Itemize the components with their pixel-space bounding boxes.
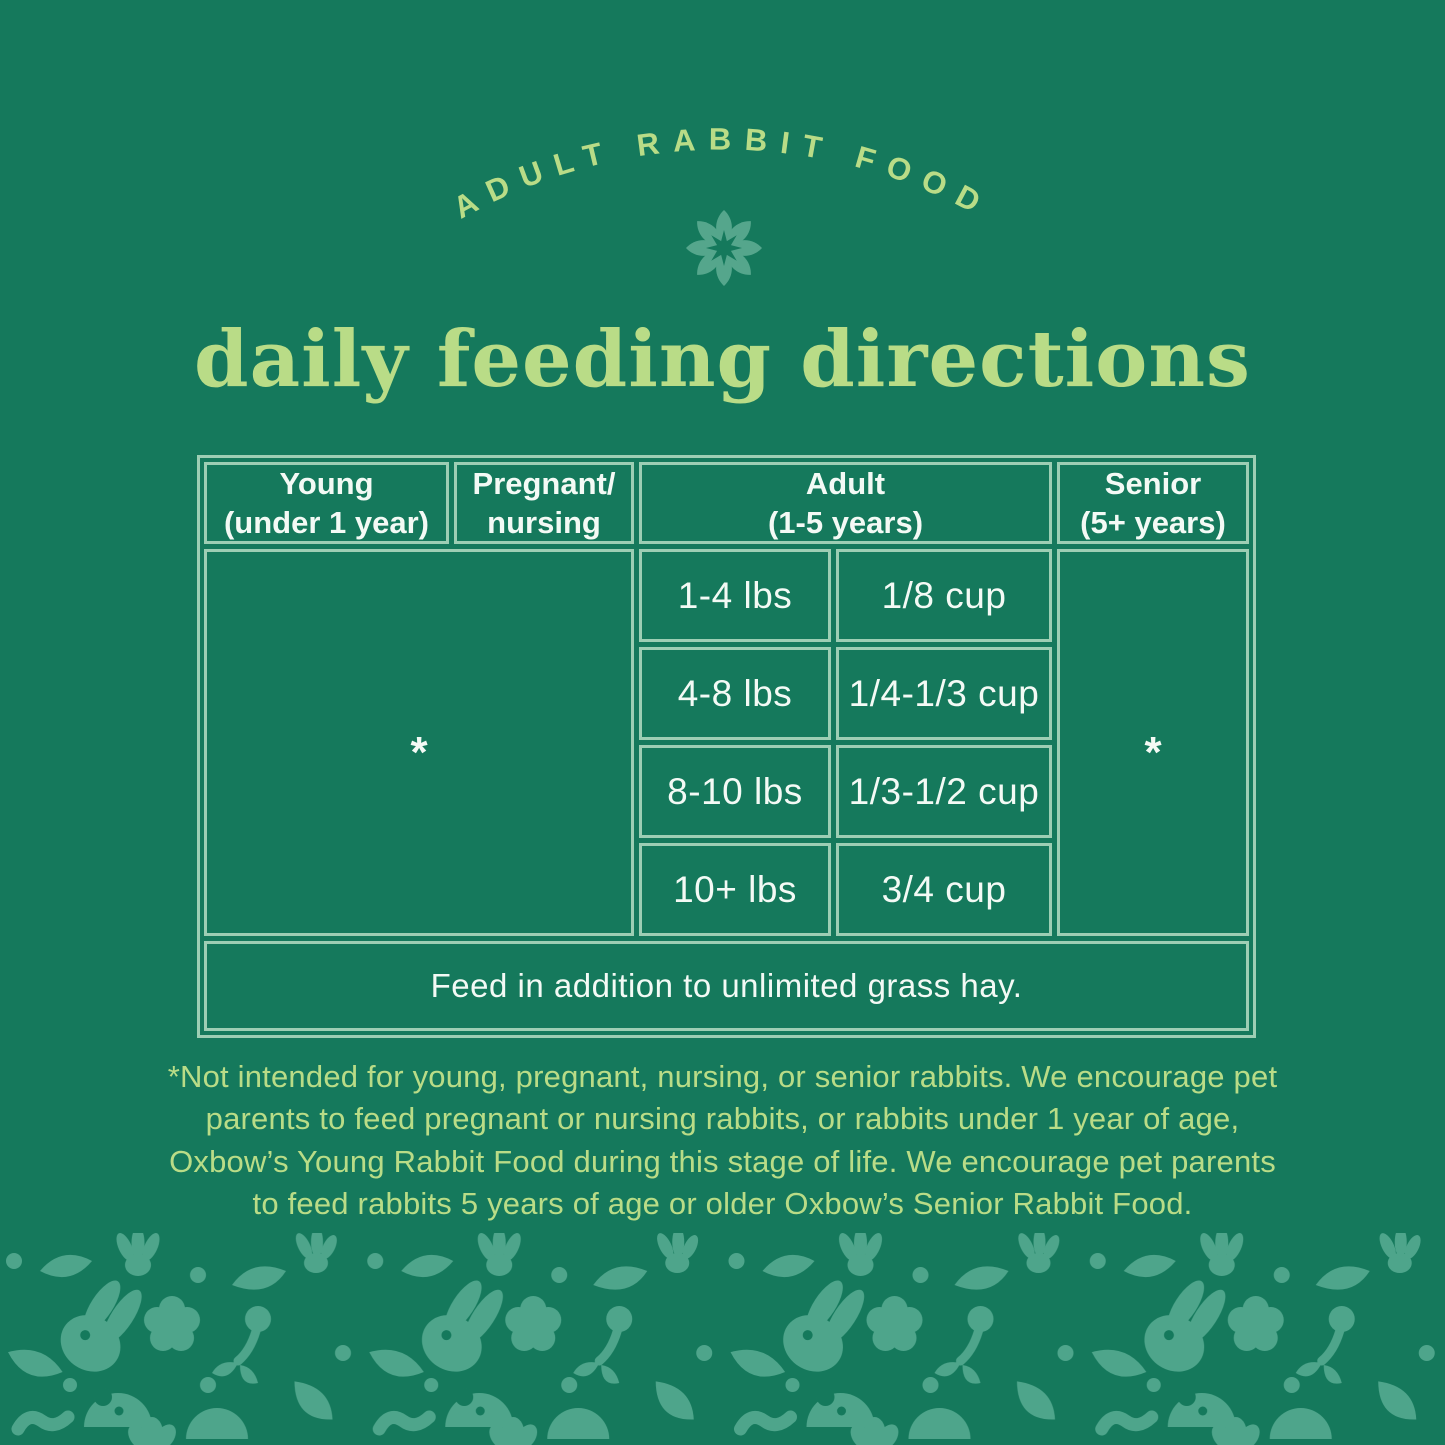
adult-amount-cell: 1/4-1/3 cup	[836, 647, 1052, 740]
header-young: Young (under 1 year)	[204, 462, 449, 544]
adult-weight-cell: 8-10 lbs	[639, 745, 831, 838]
header-young-label: Young	[279, 465, 374, 501]
feeding-table: Young (under 1 year) Pregnant/ nursing A…	[197, 455, 1256, 1038]
senior-body-cell: *	[1057, 549, 1249, 936]
footnote-asterisk: *	[1144, 727, 1162, 777]
footnote-asterisk: *	[410, 727, 428, 777]
rabbit-foliage-pattern	[0, 1233, 1445, 1445]
header-pregnant-sub: nursing	[487, 505, 601, 540]
adult-amount-cell: 1/3-1/2 cup	[836, 745, 1052, 838]
adult-amount-cell: 3/4 cup	[836, 843, 1052, 936]
flower-icon	[686, 210, 762, 286]
table-footer-note: Feed in addition to unlimited grass hay.	[204, 941, 1249, 1031]
header-adult: Adult (1-5 years)	[639, 462, 1052, 544]
footnote-text: *Not intended for young, pregnant, nursi…	[167, 1059, 1278, 1222]
adult-amount-cell: 1/8 cup	[836, 549, 1052, 642]
header-pregnant-label: Pregnant/	[472, 465, 616, 501]
header-young-sub: (under 1 year)	[223, 505, 429, 540]
header-senior-sub: (5+ years)	[1080, 505, 1226, 540]
adult-weight-cell: 1-4 lbs	[639, 549, 831, 642]
adult-weight-cell: 10+ lbs	[639, 843, 831, 936]
adult-weight-cell: 4-8 lbs	[639, 647, 831, 740]
header-pregnant-nursing: Pregnant/ nursing	[454, 462, 634, 544]
page-title: daily feeding directions	[194, 314, 1251, 405]
young-pregnant-body-cell: *	[204, 549, 634, 936]
header-adult-sub: (1-5 years)	[767, 505, 924, 540]
brand-arc-text: ADULT RABBIT FOOD	[447, 122, 984, 226]
header-senior: Senior (5+ years)	[1057, 462, 1249, 544]
header-adult-label: Adult	[805, 465, 886, 501]
header-senior-label: Senior	[1104, 465, 1202, 501]
